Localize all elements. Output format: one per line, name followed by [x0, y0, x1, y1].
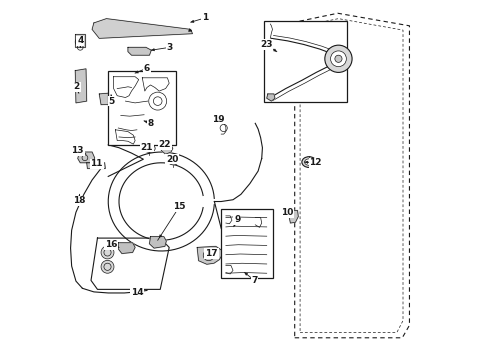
Text: 10: 10: [280, 208, 292, 217]
Polygon shape: [75, 69, 86, 103]
Polygon shape: [86, 163, 105, 168]
Circle shape: [101, 260, 114, 273]
Text: 3: 3: [166, 43, 173, 52]
Circle shape: [324, 45, 351, 72]
Ellipse shape: [304, 159, 313, 165]
Ellipse shape: [168, 158, 178, 165]
Polygon shape: [99, 92, 122, 105]
Text: 1: 1: [202, 13, 208, 22]
Polygon shape: [118, 243, 135, 253]
Text: 23: 23: [259, 40, 272, 49]
Polygon shape: [149, 237, 166, 248]
Polygon shape: [128, 47, 151, 55]
Text: 4: 4: [77, 36, 83, 45]
Text: 9: 9: [234, 215, 240, 224]
Polygon shape: [92, 19, 192, 39]
Text: 6: 6: [143, 64, 150, 73]
Text: 12: 12: [308, 158, 321, 167]
Text: 2: 2: [73, 82, 80, 91]
Polygon shape: [161, 145, 172, 154]
Polygon shape: [289, 211, 298, 223]
Bar: [221, 210, 273, 278]
Text: 17: 17: [205, 249, 217, 258]
Ellipse shape: [301, 157, 316, 167]
Bar: [107, 71, 176, 145]
Text: 14: 14: [130, 288, 143, 297]
Polygon shape: [266, 94, 274, 101]
Text: 20: 20: [165, 155, 178, 164]
Ellipse shape: [143, 144, 155, 152]
Polygon shape: [75, 34, 85, 47]
Text: 18: 18: [72, 196, 85, 205]
Circle shape: [330, 51, 346, 67]
Text: 16: 16: [104, 240, 117, 249]
Text: 8: 8: [147, 119, 153, 128]
Text: 21: 21: [141, 143, 153, 152]
Text: 5: 5: [108, 96, 115, 105]
Text: 7: 7: [251, 276, 257, 285]
Circle shape: [334, 55, 341, 62]
Text: 19: 19: [212, 114, 224, 123]
Circle shape: [101, 246, 114, 259]
Bar: [264, 21, 346, 102]
Polygon shape: [78, 152, 94, 163]
Text: 22: 22: [158, 140, 171, 149]
Text: 13: 13: [71, 146, 84, 155]
Polygon shape: [197, 246, 222, 264]
Text: 15: 15: [173, 202, 185, 211]
Text: 11: 11: [90, 159, 103, 168]
